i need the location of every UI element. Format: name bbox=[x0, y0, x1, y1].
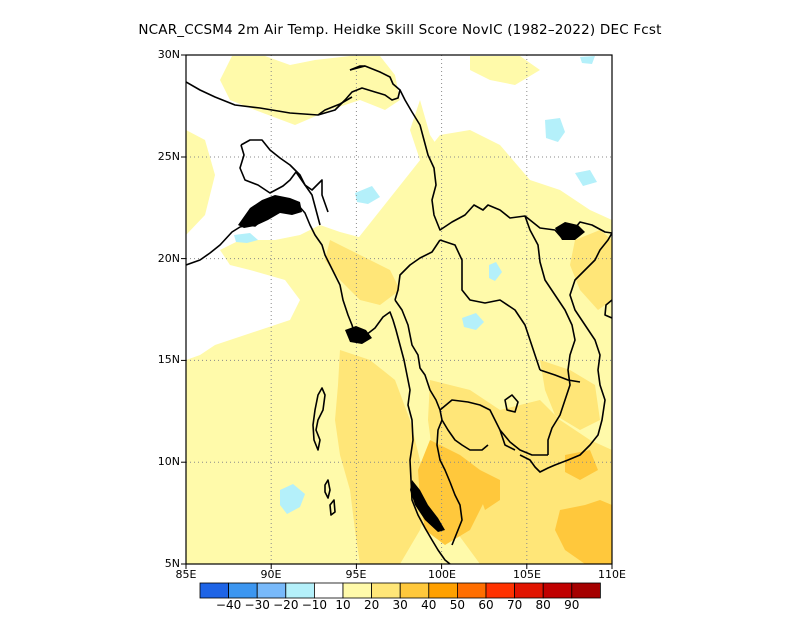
colorbar-swatch bbox=[285, 582, 315, 599]
colorbar-label: 70 bbox=[506, 598, 523, 612]
map-title: NCAR_CCSM4 2m Air Temp. Heidke Skill Sco… bbox=[138, 22, 662, 38]
colorbar-label: −30 bbox=[244, 598, 270, 612]
lon-label-105e: 105E bbox=[513, 568, 541, 581]
lon-label-85e: 85E bbox=[175, 568, 197, 581]
colorbar-label: 50 bbox=[449, 598, 466, 612]
skill-negative-10-20-regions bbox=[234, 56, 597, 514]
colorbar-swatch bbox=[542, 582, 573, 599]
colorbar-label: −40 bbox=[215, 598, 242, 612]
lon-label-110e: 110E bbox=[598, 568, 626, 581]
colorbar-label: 60 bbox=[478, 598, 494, 612]
colorbar-swatch bbox=[313, 582, 344, 599]
colorbar-swatch bbox=[371, 582, 401, 599]
colorbar-swatch bbox=[399, 582, 430, 599]
colorbar-label: 10 bbox=[335, 598, 351, 612]
colorbar-label: 40 bbox=[421, 598, 437, 612]
colorbar bbox=[199, 582, 601, 599]
lon-label-100e: 100E bbox=[428, 568, 456, 581]
gridlines bbox=[186, 55, 612, 564]
colorbar-label: 80 bbox=[535, 598, 551, 612]
axis-ticks bbox=[181, 54, 613, 569]
colorbar-swatch bbox=[342, 582, 373, 599]
colorbar-label: −20 bbox=[273, 598, 299, 612]
lat-label-20n: 20N bbox=[157, 252, 180, 265]
lat-label-5n: 5N bbox=[164, 557, 180, 570]
colorbar-label: 20 bbox=[363, 598, 380, 612]
colorbar-label: 30 bbox=[392, 598, 408, 612]
colorbar-label: 90 bbox=[564, 598, 580, 612]
lat-label-10n: 10N bbox=[157, 455, 180, 468]
colorbar-swatch bbox=[199, 582, 230, 599]
map-frame bbox=[185, 54, 613, 565]
lat-label-30n: 30N bbox=[157, 48, 180, 61]
colorbar-swatch bbox=[514, 582, 544, 599]
lon-label-90e: 90E bbox=[260, 568, 282, 581]
delta-coastline-fill bbox=[238, 195, 585, 532]
lat-label-25n: 25N bbox=[157, 150, 180, 163]
skill-score-field bbox=[186, 55, 612, 564]
lat-label-15n: 15N bbox=[157, 353, 180, 366]
colorbar-swatch bbox=[571, 582, 601, 599]
colorbar-swatch bbox=[428, 582, 458, 599]
colorbar-swatch bbox=[256, 582, 287, 599]
colorbar-swatch bbox=[485, 582, 516, 599]
colorbar-label: −10 bbox=[301, 598, 328, 612]
colorbar-swatch bbox=[228, 582, 258, 599]
lon-label-95e: 95E bbox=[345, 568, 367, 581]
colorbar-swatch bbox=[456, 582, 487, 599]
